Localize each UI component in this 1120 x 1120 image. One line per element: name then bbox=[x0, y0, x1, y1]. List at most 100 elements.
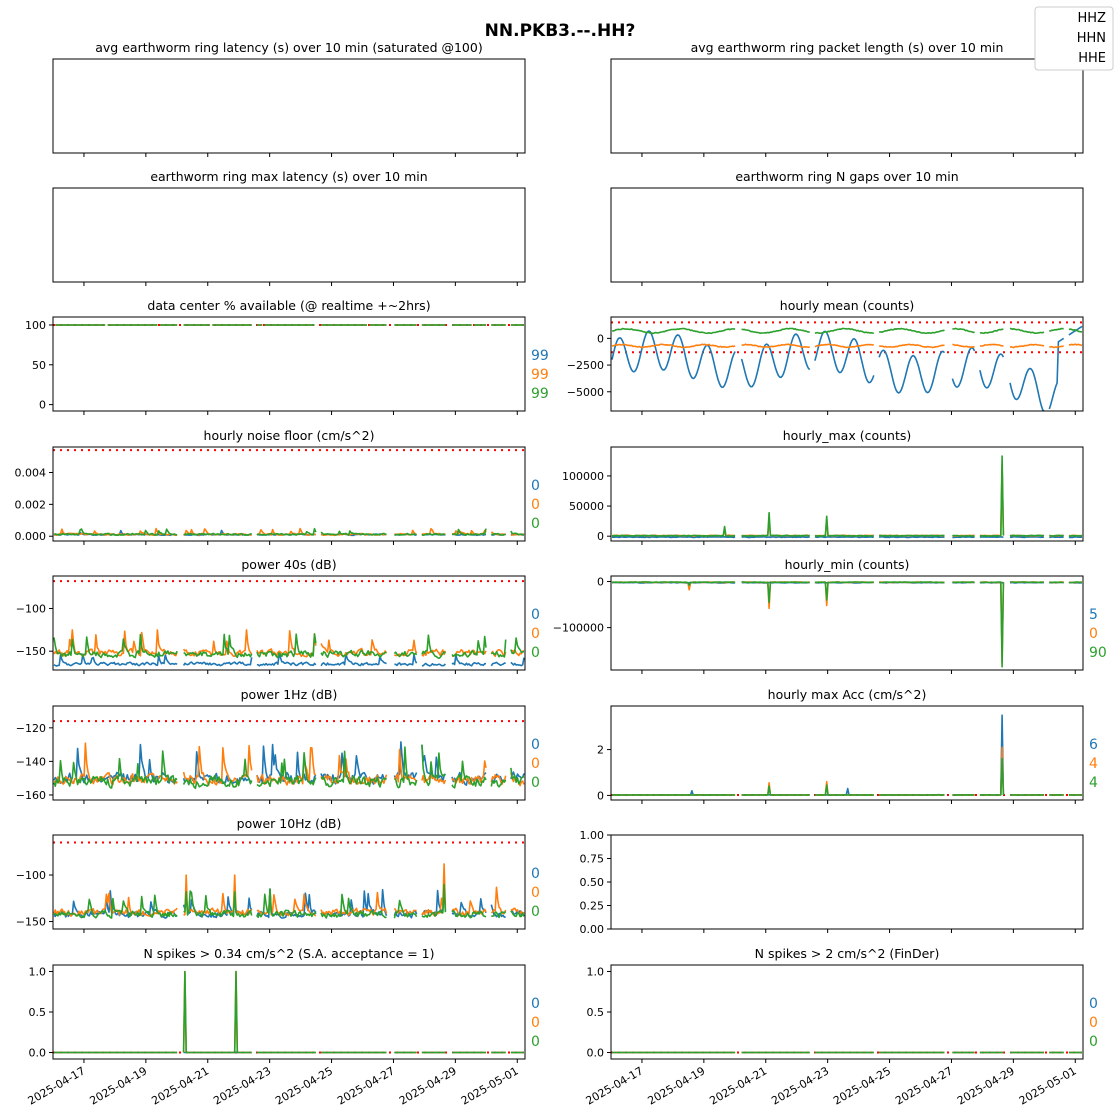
side-label-hhn: 0 bbox=[1089, 1015, 1098, 1031]
panel-title: N spikes > 0.34 cm/s^2 (S.A. acceptance … bbox=[143, 946, 434, 961]
axes-frame bbox=[52, 316, 526, 412]
series-line-hhn bbox=[611, 343, 1083, 349]
y-tick-label: 0.0 bbox=[29, 1047, 47, 1060]
panel-packet-length: avg earthworm ring packet length (s) ove… bbox=[610, 40, 1084, 157]
axes-frame bbox=[610, 58, 1084, 154]
y-tick-label: 0.5 bbox=[29, 1006, 47, 1019]
side-label-hhe: 99 bbox=[531, 386, 549, 402]
side-label-hhz: 6 bbox=[1089, 737, 1098, 753]
y-tick-label: 2 bbox=[597, 744, 604, 757]
panel-title: avg earthworm ring packet length (s) ove… bbox=[691, 40, 1004, 55]
axes-frame bbox=[52, 575, 526, 671]
axes-frame bbox=[610, 446, 1084, 542]
legend-entry-hhz: HHZ bbox=[1078, 11, 1107, 26]
series-line-hhe bbox=[53, 527, 525, 537]
panel-title: earthworm ring max latency (s) over 10 m… bbox=[150, 169, 427, 184]
side-label-hhe: 4 bbox=[1089, 775, 1098, 791]
panel-title: hourly max Acc (cm/s^2) bbox=[768, 687, 927, 702]
panel-title: earthworm ring N gaps over 10 min bbox=[735, 169, 958, 184]
y-tick-label: −5000 bbox=[567, 386, 604, 399]
side-label-hhn: 0 bbox=[531, 626, 540, 642]
y-tick-label: 50000 bbox=[569, 500, 604, 513]
legend-entry-hhe: HHE bbox=[1078, 51, 1106, 66]
y-tick-label: −100 bbox=[16, 869, 46, 882]
y-tick-label: 0 bbox=[39, 399, 46, 412]
side-label-hhe: 0 bbox=[531, 516, 540, 532]
side-label-hhn: 4 bbox=[1089, 756, 1098, 772]
side-label-hhe: 0 bbox=[531, 904, 540, 920]
panel-latency-avg: avg earthworm ring latency (s) over 10 m… bbox=[52, 40, 526, 157]
side-label-hhe: 0 bbox=[531, 775, 540, 791]
side-label-hhn: 0 bbox=[531, 885, 540, 901]
panel-empty-axes: 0.00 0.25 0.50 0.75 1.00 bbox=[580, 829, 1084, 936]
axes-frame bbox=[52, 705, 526, 801]
axes-frame bbox=[610, 575, 1084, 671]
y-tick-label: −120 bbox=[16, 722, 46, 735]
side-label-hhz: 0 bbox=[531, 607, 540, 623]
y-tick-label: 0.50 bbox=[580, 876, 605, 889]
figure-title: NN.PKB3.--.HH? bbox=[485, 21, 636, 41]
panel-availability: data center % available (@ realtime +~2h… bbox=[25, 298, 549, 415]
y-tick-label: 0.25 bbox=[580, 900, 605, 913]
y-tick-label: −100 bbox=[16, 602, 46, 615]
side-label-hhz: 0 bbox=[531, 737, 540, 753]
y-tick-label: 0.00 bbox=[580, 923, 605, 936]
panel-hourly-mean: hourly mean (counts) −5000 −2500 0 bbox=[567, 298, 1084, 415]
y-tick-label: 0.004 bbox=[15, 466, 47, 479]
panel-title: data center % available (@ realtime +~2h… bbox=[147, 298, 430, 313]
series-line-hhe bbox=[53, 633, 524, 660]
y-tick-label: 100000 bbox=[562, 470, 604, 483]
side-label-hhe: 90 bbox=[1089, 645, 1107, 661]
y-tick-label: 0.5 bbox=[587, 1006, 605, 1019]
series-line-hhe bbox=[611, 757, 1083, 796]
panel-power-40s: power 40s (dB) −150 −100 0 0 0 bbox=[16, 557, 540, 674]
side-label-hhz: 0 bbox=[531, 996, 540, 1012]
panel-title: power 40s (dB) bbox=[241, 557, 336, 572]
side-label-hhn: 99 bbox=[531, 367, 549, 383]
axes-frame bbox=[52, 58, 526, 154]
series-line-hhe bbox=[612, 455, 1082, 537]
side-label-hhn: 0 bbox=[531, 1015, 540, 1031]
y-tick-label: 0 bbox=[597, 576, 604, 589]
y-tick-label: 0 bbox=[597, 332, 604, 345]
y-tick-label: 0.0 bbox=[587, 1047, 605, 1060]
series-line-hhe bbox=[53, 744, 525, 790]
y-tick-label: 0 bbox=[597, 789, 604, 802]
panel-latency-max: earthworm ring max latency (s) over 10 m… bbox=[52, 169, 526, 286]
y-tick-label: 1.0 bbox=[587, 965, 605, 978]
side-label-hhz: 5 bbox=[1089, 607, 1098, 623]
y-tick-label: 0.002 bbox=[15, 498, 47, 511]
side-label-hhn: 0 bbox=[531, 756, 540, 772]
y-tick-label: 0.000 bbox=[15, 530, 47, 543]
side-label-hhz: 0 bbox=[531, 478, 540, 494]
side-label-hhz: 0 bbox=[531, 866, 540, 882]
panel-title: N spikes > 2 cm/s^2 (FinDer) bbox=[755, 946, 940, 961]
axes-frame bbox=[610, 187, 1084, 283]
y-tick-label: −150 bbox=[16, 645, 46, 658]
panel-title: hourly_max (counts) bbox=[783, 428, 912, 443]
panel-noise-floor: hourly noise floor (cm/s^2) 0.000 0.002 0.0… bbox=[15, 428, 540, 545]
panel-title: avg earthworm ring latency (s) over 10 m… bbox=[95, 40, 482, 55]
y-tick-label: 50 bbox=[32, 359, 46, 372]
y-tick-label: −100000 bbox=[553, 622, 604, 635]
legend: HHZ HHN HHE bbox=[1034, 6, 1114, 71]
panel-hourly-max: hourly_max (counts) 0 50000 100000 bbox=[562, 428, 1084, 545]
legend-entry-hhn: HHN bbox=[1077, 31, 1106, 46]
y-tick-label: −160 bbox=[16, 789, 46, 802]
side-label-hhn: 0 bbox=[1089, 626, 1098, 642]
side-label-hhn: 0 bbox=[531, 497, 540, 513]
panel-hourly-max-acc: hourly max Acc (cm/s^2) 0 2 6 4 4 bbox=[597, 687, 1098, 804]
side-label-hhe: 0 bbox=[1089, 1034, 1098, 1050]
panel-title: hourly_min (counts) bbox=[785, 557, 910, 572]
side-label-hhe: 0 bbox=[531, 645, 540, 661]
series-line-hhe bbox=[611, 327, 1082, 335]
panel-title: power 1Hz (dB) bbox=[241, 687, 338, 702]
panel-power-10hz: power 10Hz (dB) −150 −100 0 0 0 bbox=[16, 816, 540, 933]
axes-frame bbox=[52, 446, 526, 542]
axes-frame bbox=[610, 705, 1084, 801]
y-tick-label: 0.75 bbox=[580, 853, 605, 866]
panel-n-gaps: earthworm ring N gaps over 10 min bbox=[610, 169, 1084, 286]
y-tick-label: 100 bbox=[25, 319, 46, 332]
